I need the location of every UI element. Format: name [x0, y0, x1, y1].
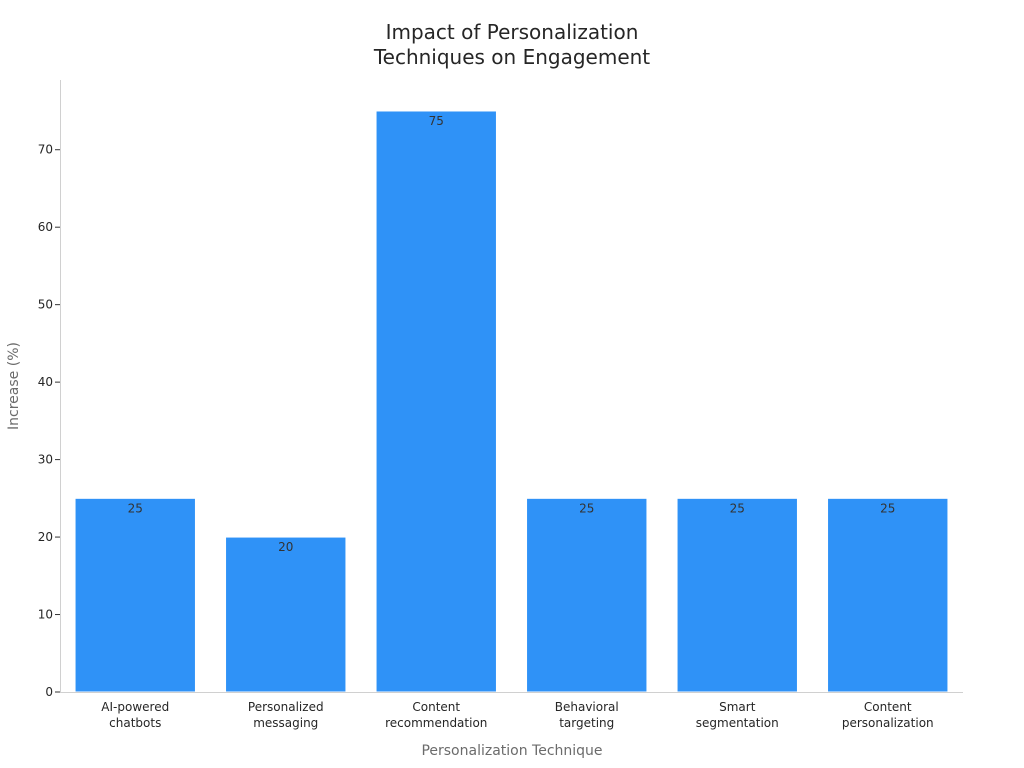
bar[interactable]	[74, 497, 196, 693]
y-tick-label: 10	[38, 608, 53, 622]
x-tick-label: AI-powered chatbots	[101, 700, 169, 730]
x-tick-label: Content personalization	[842, 700, 934, 730]
x-labels-group: AI-powered chatbots Personalized messaging C…	[101, 700, 933, 730]
bar[interactable]	[676, 497, 798, 693]
bar-value-label: 25	[880, 501, 895, 515]
bar-value-label: 25	[730, 501, 745, 515]
bar[interactable]	[375, 110, 497, 693]
bar-value-label: 20	[278, 540, 293, 554]
y-ticks-group: 0 10 20 30 40 50 60 70	[38, 143, 60, 699]
chart-title: Impact of Personalization Techniques on …	[0, 20, 1024, 70]
y-tick-label: 60	[38, 220, 53, 234]
x-tick-label: Smart segmentation	[696, 700, 779, 730]
bar[interactable]	[827, 497, 949, 693]
x-tick-label: Behavioral targeting	[555, 700, 619, 730]
bar-value-label: 25	[579, 501, 594, 515]
bar-value-label: 75	[429, 114, 444, 128]
x-tick-label: Content recommendation	[385, 700, 487, 730]
y-tick-label: 70	[38, 143, 53, 157]
chart-title-line-1: Impact of Personalization	[385, 20, 639, 44]
chart-title-line-2: Techniques on Engagement	[373, 45, 651, 69]
y-tick-label: 40	[38, 375, 53, 389]
bar-value-label: 25	[128, 501, 143, 515]
y-axis-title: Increase (%)	[6, 342, 22, 430]
bar[interactable]	[526, 497, 648, 693]
bar[interactable]	[225, 536, 347, 693]
data-labels-group: 25 20 75 25 25 25	[128, 114, 896, 554]
bars-group	[74, 110, 949, 693]
y-tick-label: 30	[38, 453, 53, 467]
y-tick-label: 0	[45, 685, 53, 699]
y-tick-label: 20	[38, 530, 53, 544]
x-tick-label: Personalized messaging	[248, 700, 324, 730]
y-tick-label: 50	[38, 298, 53, 312]
x-axis-title: Personalization Technique	[421, 743, 602, 759]
